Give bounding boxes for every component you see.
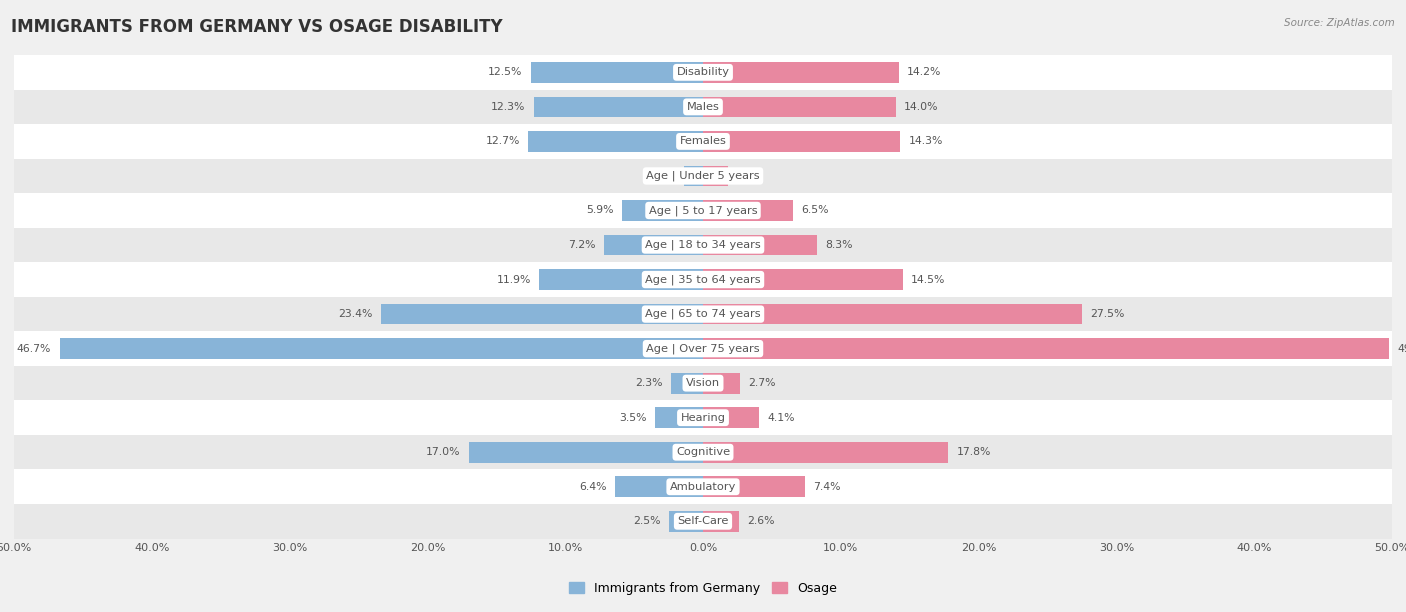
Text: Cognitive: Cognitive <box>676 447 730 457</box>
Bar <box>703 97 896 118</box>
Bar <box>621 200 703 221</box>
Text: Source: ZipAtlas.com: Source: ZipAtlas.com <box>1284 18 1395 28</box>
Bar <box>703 269 903 290</box>
Text: 12.7%: 12.7% <box>485 136 520 146</box>
Bar <box>683 166 703 186</box>
Legend: Immigrants from Germany, Osage: Immigrants from Germany, Osage <box>564 577 842 600</box>
Text: Hearing: Hearing <box>681 412 725 423</box>
Bar <box>14 193 1392 228</box>
Bar <box>703 408 759 428</box>
Bar <box>529 131 703 152</box>
Bar <box>671 373 703 394</box>
Text: 14.2%: 14.2% <box>907 67 941 77</box>
Text: Vision: Vision <box>686 378 720 388</box>
Text: 4.1%: 4.1% <box>768 412 796 423</box>
Bar <box>703 62 898 83</box>
Bar <box>14 228 1392 263</box>
Bar <box>381 304 703 324</box>
Bar <box>703 166 728 186</box>
Text: 14.0%: 14.0% <box>904 102 939 112</box>
Text: 6.5%: 6.5% <box>801 206 828 215</box>
Text: 17.0%: 17.0% <box>426 447 461 457</box>
Text: 12.5%: 12.5% <box>488 67 523 77</box>
Text: 12.3%: 12.3% <box>491 102 526 112</box>
Bar <box>468 442 703 463</box>
Bar <box>14 469 1392 504</box>
Bar <box>14 124 1392 159</box>
Bar <box>14 55 1392 89</box>
Bar <box>703 511 738 532</box>
Text: 2.3%: 2.3% <box>636 378 664 388</box>
Bar <box>14 504 1392 539</box>
Text: Ambulatory: Ambulatory <box>669 482 737 492</box>
Text: Males: Males <box>686 102 720 112</box>
Text: 7.4%: 7.4% <box>813 482 841 492</box>
Text: 7.2%: 7.2% <box>568 240 596 250</box>
Bar <box>59 338 703 359</box>
Text: 14.3%: 14.3% <box>908 136 942 146</box>
Text: 17.8%: 17.8% <box>956 447 991 457</box>
Text: Age | 65 to 74 years: Age | 65 to 74 years <box>645 309 761 319</box>
Text: 27.5%: 27.5% <box>1090 309 1125 319</box>
Text: 2.5%: 2.5% <box>633 517 661 526</box>
Bar <box>538 269 703 290</box>
Bar <box>703 234 817 255</box>
Bar <box>533 97 703 118</box>
Bar <box>703 442 948 463</box>
Text: 14.5%: 14.5% <box>911 275 945 285</box>
Text: Females: Females <box>679 136 727 146</box>
Bar <box>14 331 1392 366</box>
Bar <box>14 400 1392 435</box>
Bar <box>703 338 1389 359</box>
Bar <box>14 159 1392 193</box>
Text: 3.5%: 3.5% <box>619 412 647 423</box>
Bar <box>14 89 1392 124</box>
Text: 1.8%: 1.8% <box>737 171 763 181</box>
Bar <box>703 304 1083 324</box>
Text: 1.4%: 1.4% <box>648 171 675 181</box>
Text: 46.7%: 46.7% <box>17 343 51 354</box>
Text: 6.4%: 6.4% <box>579 482 606 492</box>
Text: 11.9%: 11.9% <box>496 275 531 285</box>
Text: Age | 18 to 34 years: Age | 18 to 34 years <box>645 240 761 250</box>
Text: 2.6%: 2.6% <box>747 517 775 526</box>
Text: Age | 35 to 64 years: Age | 35 to 64 years <box>645 274 761 285</box>
Bar <box>703 200 793 221</box>
Text: Age | Over 75 years: Age | Over 75 years <box>647 343 759 354</box>
Text: 23.4%: 23.4% <box>337 309 373 319</box>
Text: IMMIGRANTS FROM GERMANY VS OSAGE DISABILITY: IMMIGRANTS FROM GERMANY VS OSAGE DISABIL… <box>11 18 503 36</box>
Text: 2.7%: 2.7% <box>748 378 776 388</box>
Bar <box>14 263 1392 297</box>
Bar <box>703 476 806 497</box>
Bar <box>614 476 703 497</box>
Bar <box>603 234 703 255</box>
Bar <box>703 373 740 394</box>
Text: Age | Under 5 years: Age | Under 5 years <box>647 171 759 181</box>
Bar <box>703 131 900 152</box>
Text: Disability: Disability <box>676 67 730 77</box>
Bar <box>14 435 1392 469</box>
Bar <box>669 511 703 532</box>
Bar <box>655 408 703 428</box>
Text: 8.3%: 8.3% <box>825 240 853 250</box>
Bar <box>14 366 1392 400</box>
Bar <box>14 297 1392 331</box>
Text: Age | 5 to 17 years: Age | 5 to 17 years <box>648 205 758 216</box>
Text: Self-Care: Self-Care <box>678 517 728 526</box>
Text: 49.8%: 49.8% <box>1398 343 1406 354</box>
Bar <box>531 62 703 83</box>
Text: 5.9%: 5.9% <box>586 206 613 215</box>
